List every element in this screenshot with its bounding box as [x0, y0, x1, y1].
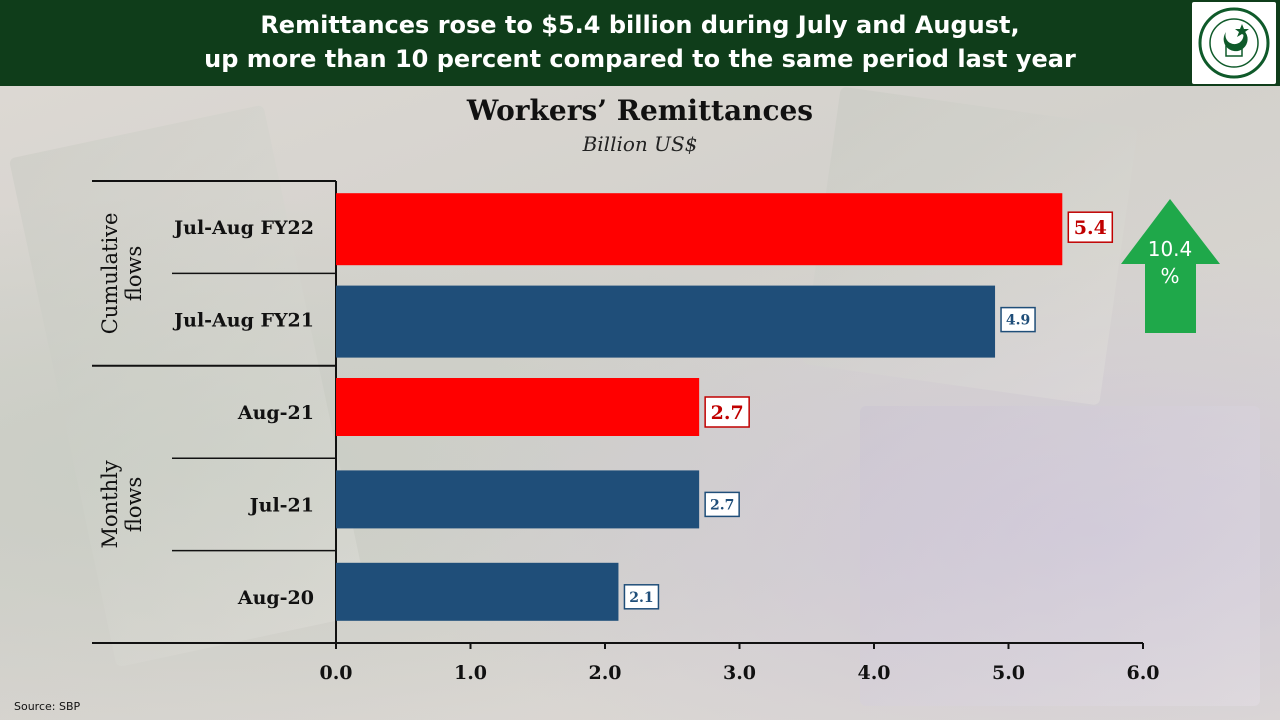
up-arrow-icon — [1121, 199, 1220, 333]
bar — [336, 378, 700, 436]
x-tick-label: 3.0 — [723, 662, 756, 684]
category-label: Jul-Aug FY21 — [172, 310, 314, 332]
x-tick-label: 2.0 — [588, 662, 621, 684]
growth-value: 10.4 — [1148, 237, 1193, 261]
chart-subtitle: Billion US$ — [582, 132, 698, 156]
source-note: Source: SBP — [14, 700, 81, 713]
page-title: Remittances rose to $5.4 billion during … — [204, 11, 1076, 73]
data-label: 2.1 — [629, 590, 653, 606]
data-label: 2.7 — [711, 402, 744, 424]
x-tick-label: 0.0 — [319, 662, 352, 684]
state-bank-of-pakistan-seal-icon — [1192, 2, 1276, 84]
data-label: 2.7 — [710, 497, 734, 513]
x-tick-label: 5.0 — [992, 662, 1025, 684]
data-label-box — [1000, 306, 1036, 333]
growth-unit: % — [1160, 264, 1179, 288]
data-label-box — [704, 396, 750, 428]
x-tick-label: 4.0 — [857, 662, 890, 684]
category-label: Aug-20 — [237, 587, 314, 609]
category-label: Jul-21 — [248, 494, 314, 516]
x-tick-label: 1.0 — [454, 662, 487, 684]
data-label-box — [623, 584, 660, 610]
group-label: Cumulativeflows — [98, 213, 146, 335]
x-tick-label: 6.0 — [1126, 662, 1159, 684]
background-image — [0, 86, 1280, 720]
category-label: Aug-21 — [237, 402, 314, 424]
chart-title: Workers’ Remittances — [466, 94, 814, 127]
bar — [336, 562, 619, 621]
group-label: Monthlyflows — [98, 460, 146, 548]
data-label: 5.4 — [1074, 217, 1107, 239]
header-banner: Remittances rose to $5.4 billion during … — [0, 0, 1280, 86]
bar — [336, 193, 1063, 266]
category-label: Jul-Aug FY22 — [172, 217, 314, 239]
data-label-box — [1067, 211, 1114, 243]
bar — [336, 470, 700, 529]
data-label-box — [704, 491, 740, 518]
bar — [336, 285, 996, 358]
data-label: 4.9 — [1006, 313, 1030, 329]
